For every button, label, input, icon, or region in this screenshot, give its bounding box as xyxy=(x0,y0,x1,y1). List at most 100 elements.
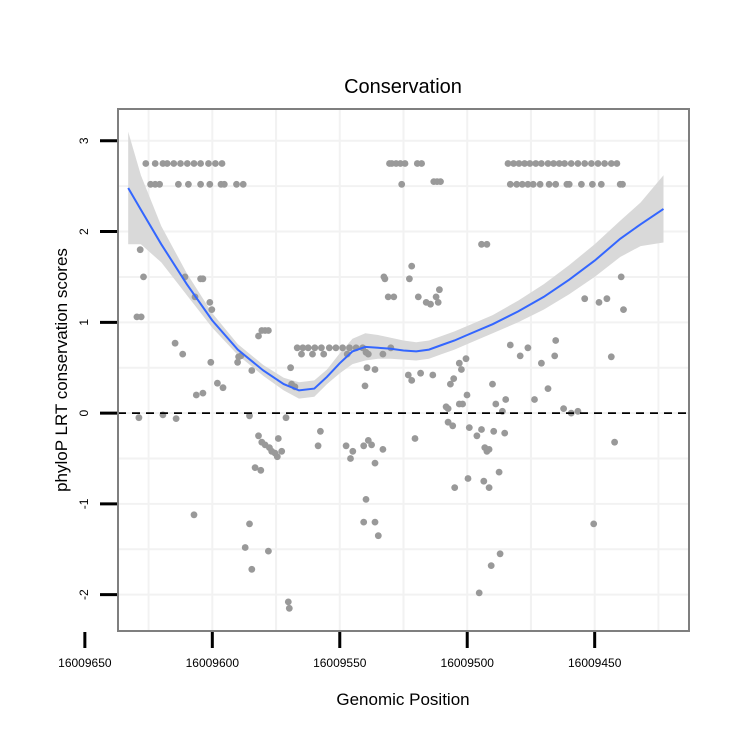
data-point xyxy=(304,344,312,352)
data-point xyxy=(339,344,346,352)
data-point xyxy=(434,299,442,306)
data-point xyxy=(463,391,471,399)
data-point xyxy=(342,442,350,450)
data-point xyxy=(496,550,504,558)
x-tick-label: 16009600 xyxy=(186,656,240,670)
data-point xyxy=(285,604,293,612)
y-tick-label: 1 xyxy=(77,319,91,326)
data-point xyxy=(325,344,333,352)
data-point xyxy=(190,160,198,167)
data-point xyxy=(551,352,559,360)
data-point xyxy=(613,160,621,167)
data-point xyxy=(273,453,281,461)
data-point xyxy=(177,160,184,167)
data-point xyxy=(135,414,143,422)
data-point xyxy=(287,364,294,372)
data-point xyxy=(360,518,368,526)
data-point xyxy=(516,352,524,360)
data-point xyxy=(309,350,316,358)
data-point xyxy=(361,382,369,390)
data-point xyxy=(404,371,412,379)
data-point xyxy=(349,447,357,455)
data-point xyxy=(374,532,382,540)
data-point xyxy=(220,180,228,188)
data-point xyxy=(429,371,437,379)
data-point xyxy=(199,389,207,397)
data-point xyxy=(206,299,214,306)
data-point xyxy=(524,180,532,188)
data-point xyxy=(502,396,510,403)
data-point xyxy=(619,180,626,188)
data-point xyxy=(251,464,259,471)
data-point xyxy=(179,350,187,358)
x-tick-label: 16009550 xyxy=(313,656,367,670)
data-point xyxy=(478,240,485,248)
data-point xyxy=(450,375,458,382)
y-tick-label: 0 xyxy=(77,409,91,416)
data-point xyxy=(510,160,517,167)
data-point xyxy=(408,262,416,270)
data-point xyxy=(532,160,540,167)
smooth-line-layer xyxy=(127,187,665,392)
data-point xyxy=(490,427,498,435)
data-point xyxy=(538,160,545,167)
data-point xyxy=(565,180,573,188)
x-tick-label: 16009650 xyxy=(58,656,112,670)
data-point xyxy=(414,293,422,301)
data-point xyxy=(597,180,605,188)
data-point xyxy=(464,475,472,482)
data-point xyxy=(607,160,615,167)
data-point xyxy=(368,441,375,449)
x-tick-label: 16009500 xyxy=(441,656,495,670)
data-point xyxy=(268,447,276,455)
chart-title: Conservation xyxy=(344,76,462,98)
data-point xyxy=(411,435,419,442)
data-point xyxy=(133,313,141,321)
data-point xyxy=(248,367,256,374)
data-point xyxy=(311,344,319,352)
data-point xyxy=(299,344,307,352)
data-point xyxy=(151,160,159,167)
data-point xyxy=(197,160,205,167)
data-point xyxy=(489,380,496,388)
data-point xyxy=(574,160,582,167)
data-point xyxy=(455,359,463,367)
x-axis: 16009650 16009600 16009550 16009500 16009450 xyxy=(58,632,622,670)
data-point xyxy=(371,518,379,526)
data-point xyxy=(282,414,290,422)
data-point xyxy=(574,407,582,415)
data-point xyxy=(274,435,282,442)
data-point xyxy=(381,275,389,283)
data-point xyxy=(156,180,164,188)
y-tick-label: 3 xyxy=(77,137,91,144)
grid-lines xyxy=(118,109,689,631)
data-point xyxy=(360,442,368,450)
data-point xyxy=(192,391,200,399)
data-point xyxy=(197,180,205,188)
data-point xyxy=(183,160,191,167)
data-point xyxy=(538,359,545,367)
data-point xyxy=(620,306,627,313)
data-point xyxy=(492,400,500,408)
data-point xyxy=(284,598,292,606)
data-point xyxy=(364,350,372,358)
data-point xyxy=(363,364,371,372)
data-point xyxy=(408,377,416,384)
x-axis-label: Genomic Position xyxy=(336,690,469,709)
x-tick-label: 16009450 xyxy=(568,656,622,670)
data-point xyxy=(485,484,493,491)
data-point xyxy=(526,160,534,167)
data-point xyxy=(371,366,379,373)
data-point xyxy=(278,447,286,455)
data-point xyxy=(362,496,370,503)
data-point xyxy=(501,429,509,437)
data-point xyxy=(607,353,615,361)
data-point xyxy=(170,160,178,167)
data-point xyxy=(317,427,324,435)
data-point xyxy=(379,350,387,358)
data-point xyxy=(581,160,589,167)
data-point xyxy=(205,160,212,167)
data-point xyxy=(555,160,563,167)
data-point xyxy=(617,273,625,281)
data-point xyxy=(417,369,424,377)
